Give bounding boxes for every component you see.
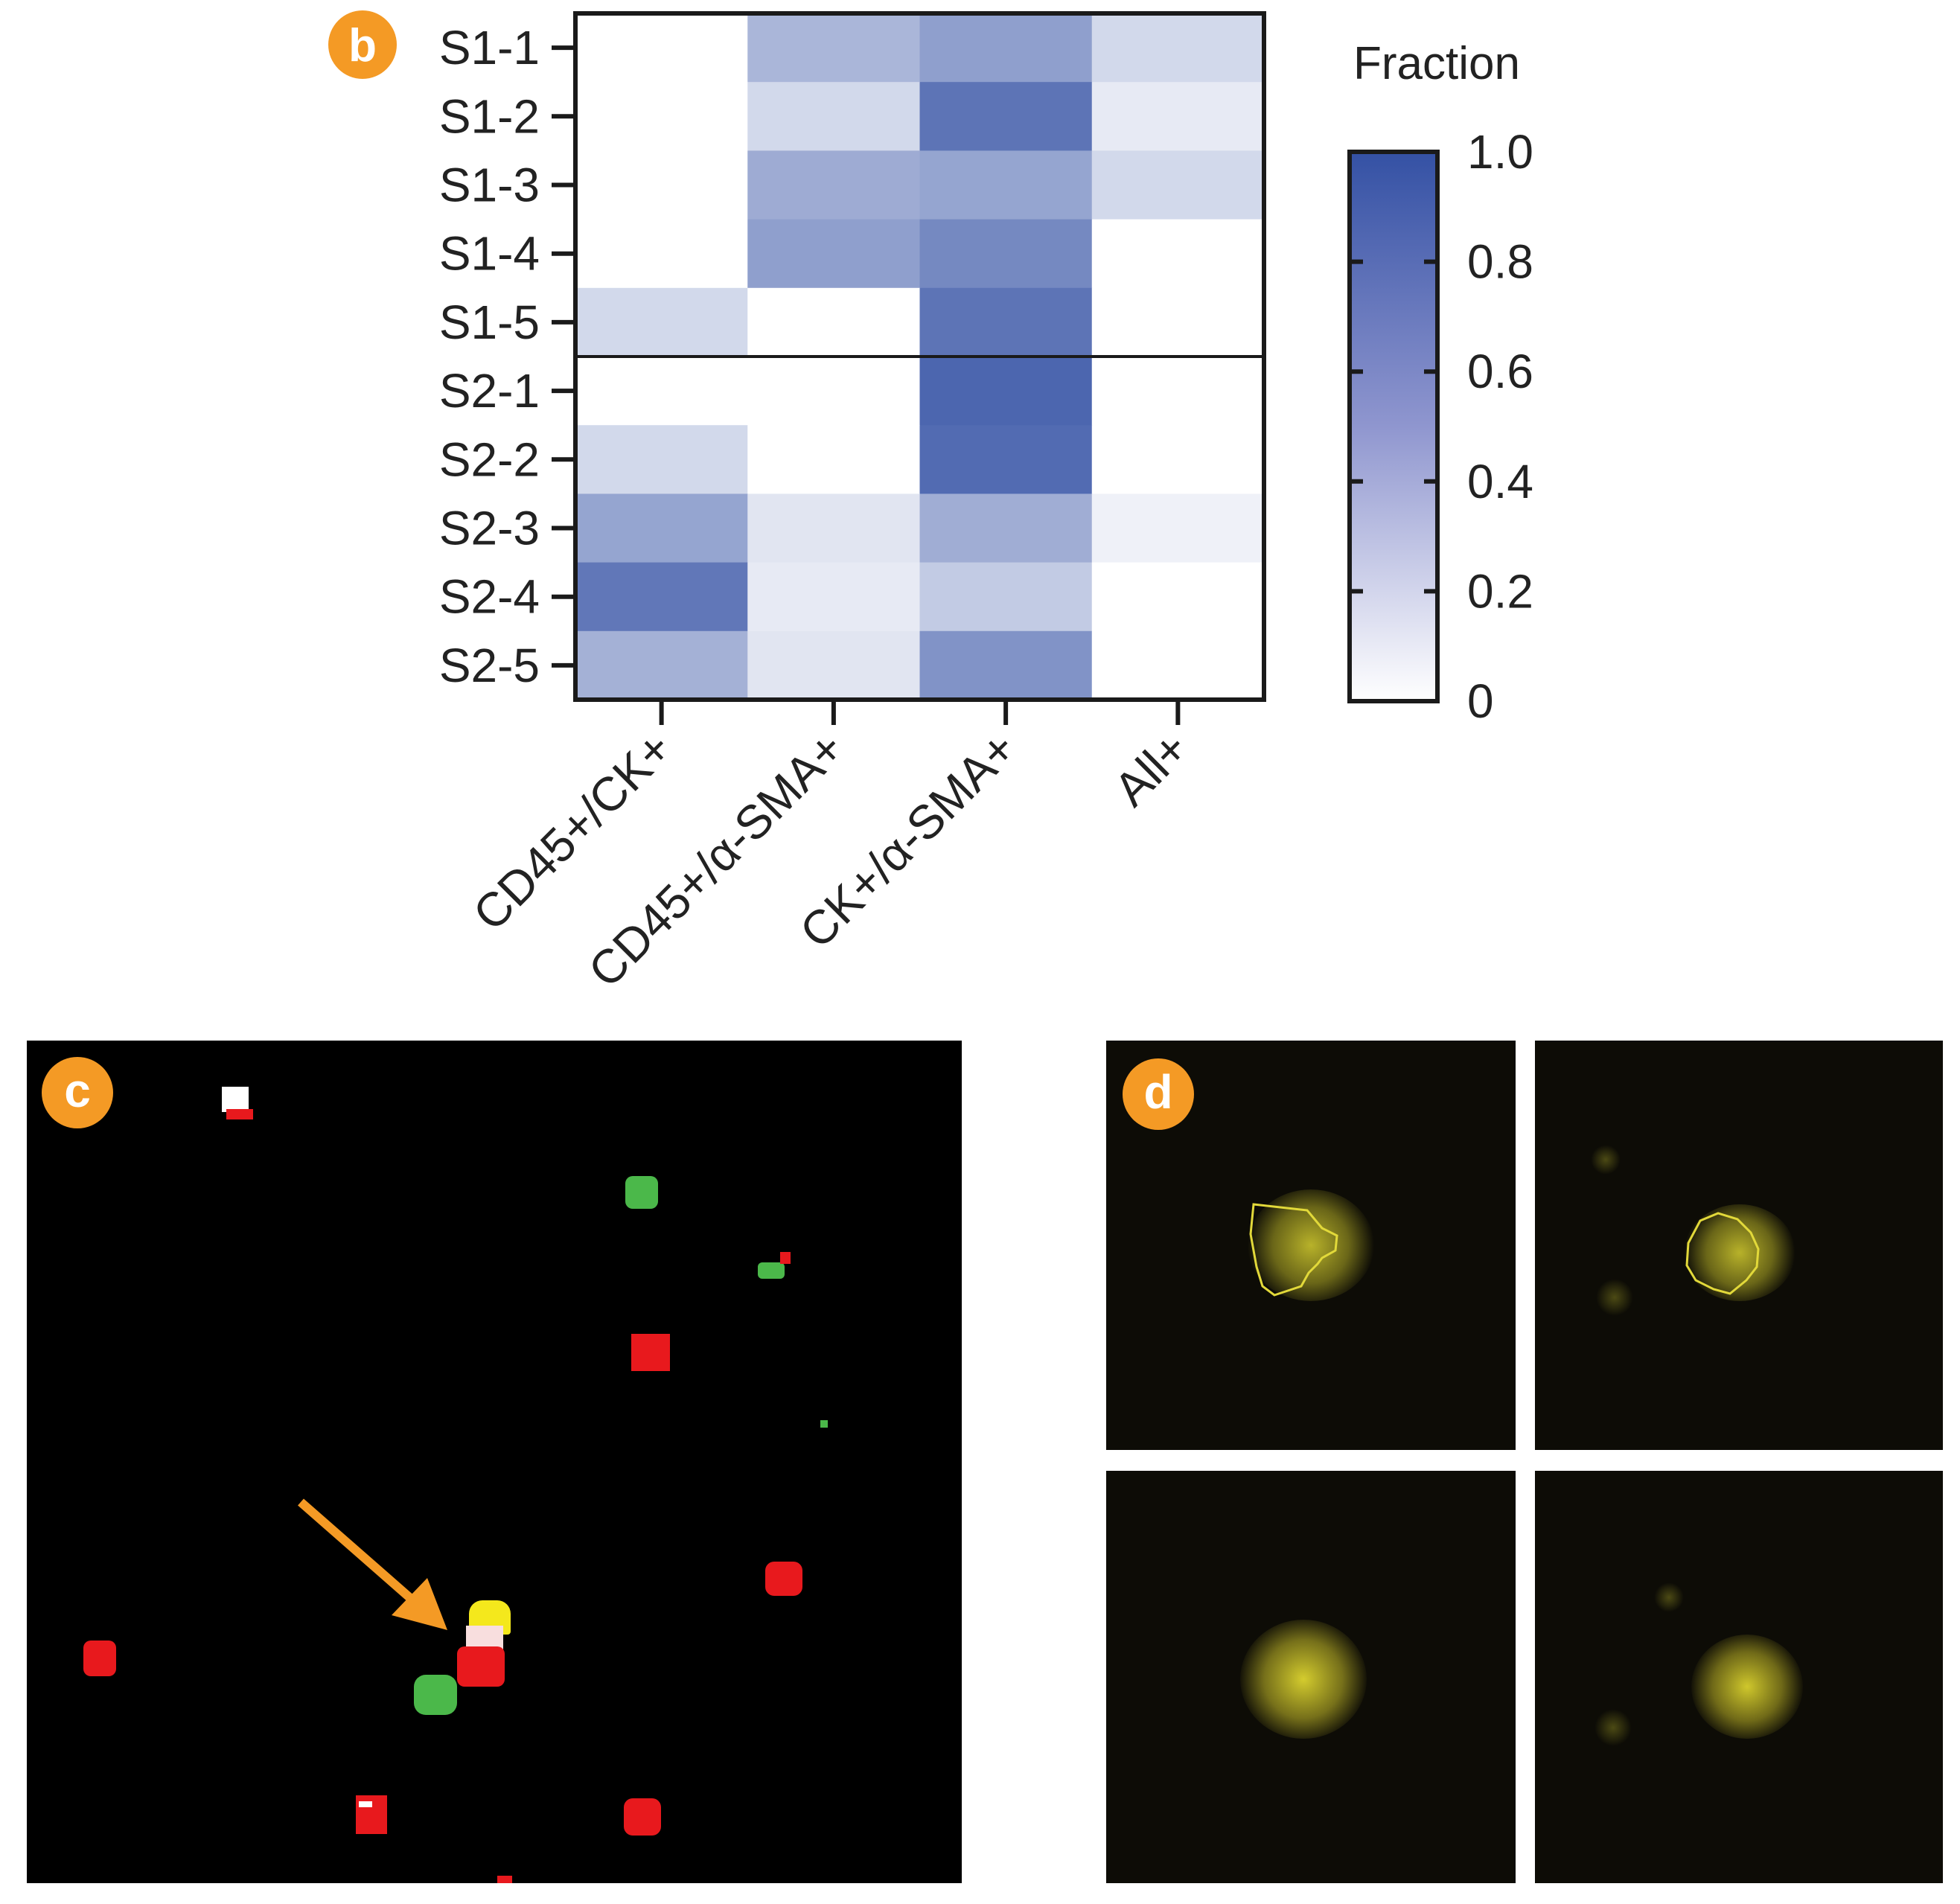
heatmap-cell [575,150,748,220]
heatmap-cell [747,425,920,494]
cell-blob-white [222,1087,249,1112]
cell-glow [1248,1189,1374,1301]
colorbar-tick-label: 1.0 [1467,125,1533,179]
cell-blob-red [765,1562,802,1596]
cell-blob-red [83,1641,116,1676]
colorbar [1347,150,1440,703]
heatmap-cell [747,630,920,700]
row-label: S2-4 [439,570,540,624]
heatmap-cell [919,82,1093,151]
cell-blob-red [780,1252,791,1264]
heatmap-cell [747,287,920,357]
heatmap-cell [1091,425,1265,494]
heatmap-cell [1091,82,1265,151]
heatmap-cell [575,562,748,632]
heatmap-cell [1091,493,1265,563]
column-label: All+ [1104,721,1199,817]
cell-blob-red [226,1109,253,1119]
cell-glow [1596,1279,1633,1316]
fluorescence-tile [1535,1041,1943,1450]
cell-blob-green [414,1675,457,1715]
row-label: S2-5 [439,639,540,692]
row-label: S2-2 [439,432,540,486]
heatmap-cell [575,82,748,151]
row-label: S1-5 [439,295,540,349]
heatmap-cell [919,630,1093,700]
cell-glow [1654,1582,1684,1612]
heatmap-cell [747,357,920,426]
colorbar-tick-label: 0 [1467,674,1494,728]
row-label: S2-3 [439,502,540,555]
cell-blob-red [497,1876,512,1883]
fluorescence-tile [1106,1471,1516,1883]
cell-glow [1595,1709,1632,1746]
heatmap-cell [919,493,1093,563]
heatmap-cell [747,150,920,220]
cell-outline [1249,1203,1338,1297]
cell-blob-red [624,1798,661,1836]
heatmap-cell [919,287,1093,357]
cell-blob-green [625,1176,658,1209]
heatmap-chart: b S1-1 S1-2 S1-3 S1-4 S1-5 S2-1 S2-2 S2-3 S2-4 S2… [328,10,1533,997]
heatmap-cell [575,493,748,563]
panel-c-badge: c [42,1057,113,1128]
cell-blob-green [758,1262,785,1279]
heatmap-cell [919,562,1093,632]
cell-blob-red [631,1334,670,1371]
cell-blob-green [820,1420,828,1428]
fluorescence-tile [1535,1471,1943,1883]
heatmap-cell [747,219,920,289]
heatmap-cell [747,13,920,83]
heatmap-cell [919,150,1093,220]
panel-d-badge: d [1123,1058,1194,1130]
heatmap-cell [575,287,748,357]
heatmap-cell [919,425,1093,494]
colorbar-tick-label: 0.4 [1467,455,1533,508]
colorbar-title: Fraction [1353,38,1520,89]
heatmap-cell [1091,219,1265,289]
heatmap-cell [1091,562,1265,632]
heatmap-cell [575,630,748,700]
heatmap-cells [575,13,1265,700]
row-label: S1-4 [439,227,540,281]
heatmap-cell [747,562,920,632]
row-label: S2-1 [439,364,540,418]
cell-blob-white [359,1801,372,1807]
heatmap-cell [575,425,748,494]
cell-blob-red [457,1646,505,1687]
heatmap-cell [1091,150,1265,220]
heatmap-cell [575,13,748,83]
colorbar-tick-label: 0.2 [1467,564,1533,618]
cell-glow [1691,1635,1803,1739]
segmentation-image: c [27,1041,962,1883]
heatmap-cell [1091,357,1265,426]
fluorescence-tile: d [1106,1041,1516,1450]
heatmap-cell [1091,13,1265,83]
colorbar-tick-label: 0.8 [1467,235,1533,289]
heatmap-cell [575,219,748,289]
column-labels: CD45+/CK+CD45+/α-SMA+CK+/α-SMA+ All+ [463,700,1199,997]
heatmap-cell [919,13,1093,83]
colorbar-ticks: 0 0.2 0.4 0.6 0.8 1.0 [1350,125,1533,728]
colorbar-tick-label: 0.6 [1467,345,1533,398]
panel-b-badge: b [328,10,397,79]
heatmap-cell [1091,287,1265,357]
cell-glow [1240,1620,1367,1739]
heatmap-cell [919,219,1093,289]
cell-glow [1591,1145,1621,1175]
cell-outline [1685,1212,1760,1295]
row-label: S1-3 [439,159,540,212]
heatmap-cell [747,82,920,151]
row-label: S1-2 [439,89,540,143]
arrow-icon [298,1498,447,1630]
heatmap-cell [575,357,748,426]
heatmap-cell [919,357,1093,426]
row-labels: S1-1 S1-2 S1-3 S1-4 S1-5 S2-1 S2-2 S2-3 S2-4 S2-5 [439,21,575,692]
heatmap-cell [747,493,920,563]
panel-b-label: b [348,20,377,71]
row-label: S1-1 [439,21,540,74]
heatmap-cell [1091,630,1265,700]
